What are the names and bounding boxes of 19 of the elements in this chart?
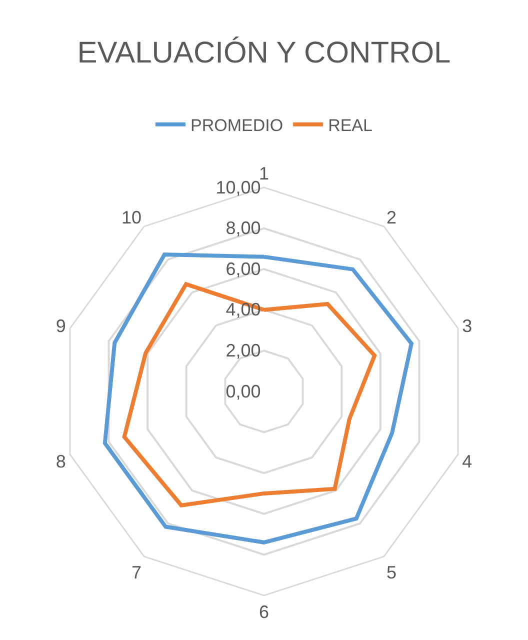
y-tick-label: 0,00 <box>226 381 261 402</box>
spoke-label: 9 <box>56 316 66 336</box>
spoke-label: 6 <box>258 602 270 622</box>
spoke-label: 1 <box>258 164 270 184</box>
spoke-label: 4 <box>462 451 472 472</box>
spoke-label: 3 <box>462 316 472 336</box>
spoke-label: 7 <box>132 562 142 582</box>
spoke-label: 5 <box>386 562 396 582</box>
spoke-label: 10 <box>122 208 142 228</box>
legend-label: REAL <box>328 116 372 135</box>
legend-label: PROMEDIO <box>190 116 284 135</box>
y-tick-label: 8,00 <box>226 218 261 238</box>
spoke-label: 8 <box>56 451 66 472</box>
y-tick-label: 2,00 <box>226 340 261 360</box>
y-tick-label: 6,00 <box>226 258 261 279</box>
y-tick-label: 10,00 <box>216 177 261 198</box>
spoke-label: 2 <box>386 208 396 228</box>
y-tick-label: 4,00 <box>226 300 261 320</box>
chart-title: EVALUACIÓN Y CONTROL <box>77 36 451 70</box>
